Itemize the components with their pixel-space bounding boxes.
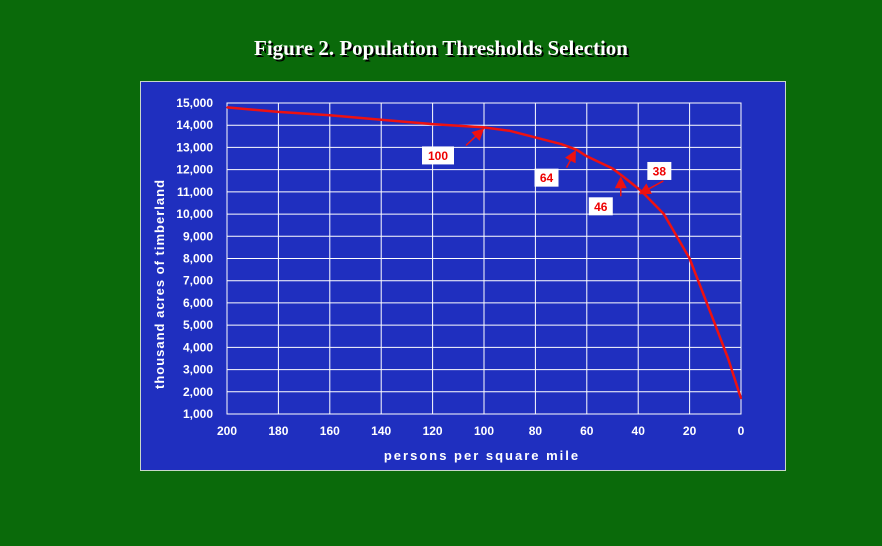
x-tick-label: 60 [580,424,594,438]
annotation-label: 46 [594,200,608,214]
x-tick-label: 120 [423,424,443,438]
annotation-arrow [638,180,664,195]
x-tick-label: 80 [529,424,543,438]
y-tick-label: 14,000 [176,118,213,132]
data-point [663,213,665,215]
data-point [714,324,717,326]
annotation-arrow [465,128,485,146]
y-tick-label: 11,000 [177,185,213,199]
annotation-box [588,197,613,216]
y-tick-label: 1,000 [183,407,213,421]
data-point [637,187,639,190]
y-tick-label: 3,000 [183,363,213,377]
data-point [431,123,434,125]
data-point [586,155,588,158]
y-tick-label: 4,000 [183,340,213,354]
y-tick-label: 2,000 [183,385,213,399]
data-point [560,143,562,145]
line-chart: 200 180 160 140 120 100 80 60 40 20 01,0002,0003,0… [152,96,745,463]
data-point [688,257,691,260]
y-tick-label: 5,000 [183,318,213,332]
x-tick-label: 20 [683,424,697,438]
x-tick-label: 40 [632,424,646,438]
y-axis-label: thousand acres of timberland [152,179,167,389]
x-tick-label: 100 [474,424,494,438]
x-tick-label: 140 [371,424,391,438]
annotation-arrow [564,150,576,169]
y-tick-label: 6,000 [183,296,213,310]
data-point [727,357,729,360]
y-tick-label: 12,000 [176,163,213,177]
x-tick-label: 200 [217,424,237,438]
chart-title: Figure 2. Population Thresholds Selectio… [254,36,628,60]
x-tick-label: 160 [320,424,340,438]
y-tick-label: 8,000 [183,252,213,266]
data-point [740,397,742,400]
data-point [534,136,537,139]
y-tick-label: 9,000 [183,229,213,243]
annotation-label: 64 [540,171,554,185]
y-tick-label: 10,000 [176,207,213,221]
data-point [483,126,485,129]
annotation-label: 100 [428,149,448,163]
x-axis-label: persons per square mile [384,448,580,463]
data-point [380,118,382,121]
y-tick-label: 15,000 [176,96,213,110]
x-tick-label: 0 [738,424,745,438]
annotation-box [647,161,672,180]
data-point [226,106,228,109]
annotation-label: 38 [653,164,667,178]
data-point [329,114,331,117]
y-tick-label: 13,000 [176,140,213,154]
annotation-box [534,168,559,187]
data-point [621,175,624,178]
data-point [508,129,511,132]
y-tick-label: 7,000 [183,274,213,288]
chart-panel: 200 180 160 140 120 100 80 60 40 20 0 1,000 2,000 3,0… [140,81,786,471]
data-point [575,148,578,151]
x-tick-label: 180 [268,424,288,438]
series-line [226,106,743,399]
data-point [277,111,280,113]
data-point [611,167,614,170]
annotation-box [422,146,454,165]
